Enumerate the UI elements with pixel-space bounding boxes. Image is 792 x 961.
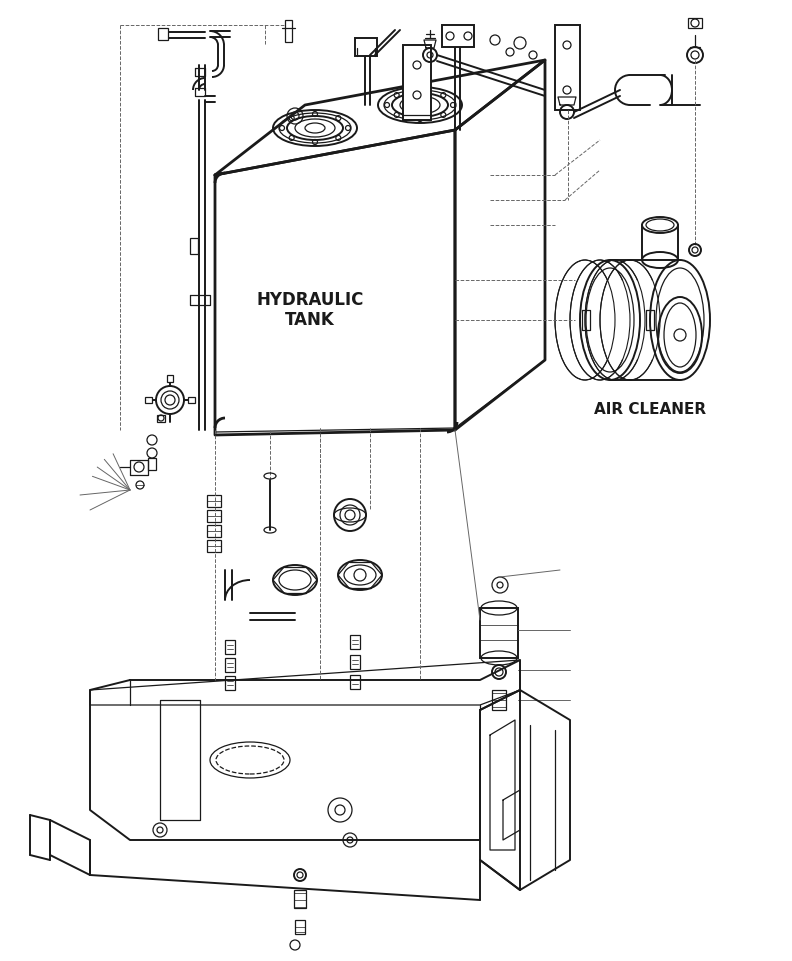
- Text: HYDRAULIC: HYDRAULIC: [257, 291, 364, 309]
- Bar: [403, 45, 431, 120]
- Ellipse shape: [273, 565, 317, 595]
- Bar: [225, 676, 235, 690]
- Bar: [207, 510, 221, 522]
- Bar: [295, 920, 305, 934]
- Bar: [492, 690, 506, 710]
- Bar: [294, 890, 306, 908]
- Bar: [225, 640, 235, 654]
- Bar: [350, 635, 360, 649]
- Bar: [350, 655, 360, 669]
- Text: TANK: TANK: [285, 311, 335, 329]
- Text: AIR CLEANER: AIR CLEANER: [594, 403, 706, 417]
- Bar: [688, 18, 702, 28]
- Bar: [207, 525, 221, 537]
- Bar: [350, 675, 360, 689]
- Bar: [207, 540, 221, 552]
- Ellipse shape: [338, 560, 382, 590]
- Bar: [207, 495, 221, 507]
- Bar: [158, 28, 168, 40]
- Bar: [555, 25, 580, 110]
- Bar: [442, 25, 474, 47]
- Bar: [190, 238, 198, 254]
- Bar: [225, 658, 235, 672]
- Bar: [355, 38, 377, 56]
- Bar: [157, 415, 165, 422]
- Bar: [188, 397, 195, 403]
- Bar: [167, 375, 173, 382]
- Bar: [148, 458, 156, 470]
- Bar: [145, 397, 152, 403]
- Bar: [480, 608, 518, 658]
- Bar: [285, 20, 292, 42]
